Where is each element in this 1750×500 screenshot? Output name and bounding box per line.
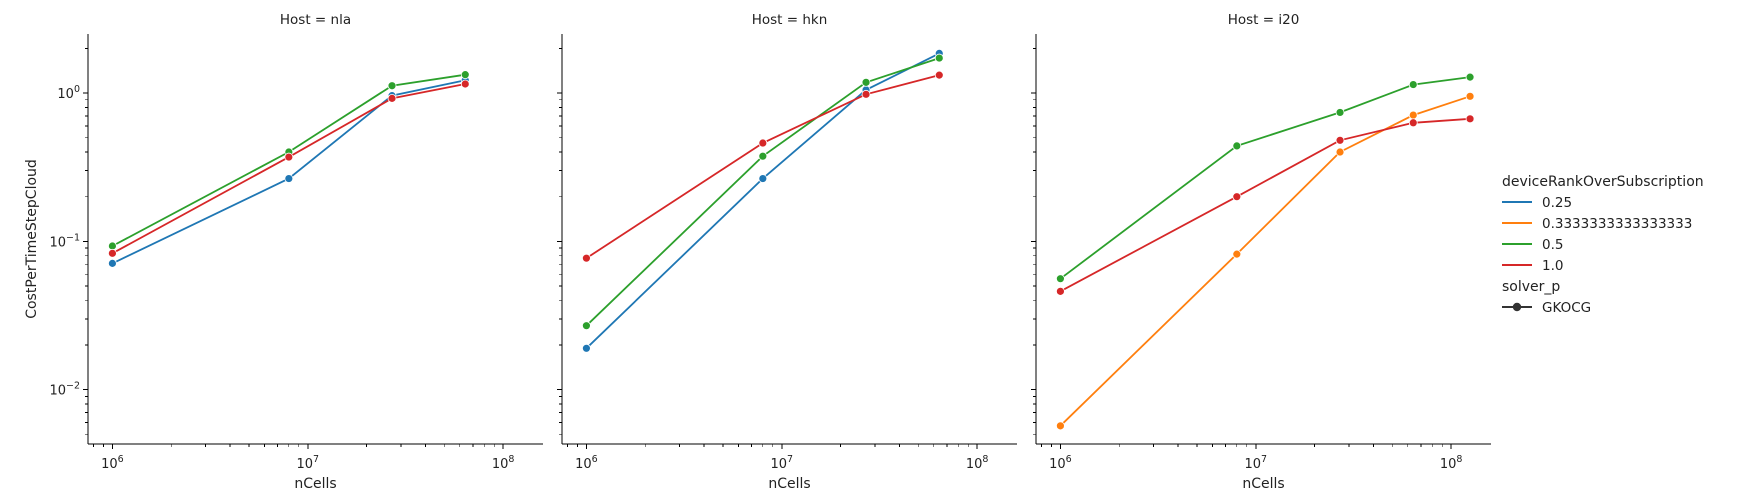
series-0.5 (1056, 72, 1475, 284)
series-1.0 (108, 79, 470, 258)
chart-panels: Host = nla 106 107 108 10−2 10−1 100 CostPerTim… (24, 12, 1491, 492)
data-point (1232, 141, 1242, 151)
data-point (108, 248, 117, 258)
series-line (111, 73, 466, 247)
x-tick-label: 106 (575, 454, 598, 472)
data-point (1232, 249, 1242, 259)
data-point (460, 79, 470, 89)
legend-entry-0.3333333333333333: 0.3333333333333333 (1502, 216, 1692, 232)
x-tick-label: 106 (101, 454, 124, 472)
series-line (112, 79, 466, 265)
data-point (1232, 192, 1242, 202)
x-tick-label: 107 (1244, 454, 1267, 472)
data-point (582, 343, 591, 353)
x-tick-label: 108 (492, 454, 515, 472)
panel-2: Host = i20 106 107 108 nCells (1031, 12, 1491, 492)
x-axis-label: nCells (768, 476, 810, 492)
data-point (582, 321, 591, 331)
data-point (460, 70, 470, 80)
legend-label: 0.25 (1542, 195, 1572, 211)
data-point (934, 70, 944, 80)
x-axis-label: nCells (294, 476, 336, 492)
series-line (111, 83, 466, 255)
panel-title: Host = i20 (1228, 12, 1300, 28)
panel-1: Host = hkn 106 107 108 nCells (557, 12, 1017, 492)
data-point (861, 89, 871, 99)
panel-0: Host = nla 106 107 108 10−2 10−1 100 CostPerTim… (24, 12, 543, 492)
data-point (1335, 135, 1345, 145)
panel-title: Host = hkn (752, 12, 828, 28)
data-point (1335, 108, 1345, 117)
series-0.5 (582, 53, 944, 331)
y-tick-label: 100 (57, 84, 80, 102)
data-point (387, 93, 397, 103)
series-line (585, 57, 940, 327)
y-tick-label: 10−2 (49, 381, 80, 399)
legend-label: 0.3333333333333333 (1542, 216, 1692, 232)
data-point (284, 174, 294, 183)
data-point (582, 253, 591, 263)
legend-style-title: solver_p (1502, 279, 1560, 295)
series-line (1059, 95, 1471, 427)
legend-label: 0.5 (1542, 237, 1563, 253)
data-point (1465, 91, 1475, 101)
legend-hue-title: deviceRankOverSubscription (1502, 174, 1704, 190)
data-point (1335, 147, 1345, 157)
x-tick-label: 108 (966, 454, 989, 472)
data-point (758, 174, 768, 183)
chart-legend: deviceRankOverSubscription 0.25 0.33333333… (1502, 174, 1704, 316)
series-line (585, 52, 940, 349)
data-point (1408, 118, 1418, 128)
data-point (284, 152, 294, 162)
data-point (758, 138, 768, 148)
x-tick-label: 108 (1440, 454, 1463, 472)
data-point (1056, 274, 1065, 284)
data-point (108, 241, 117, 251)
data-point (934, 53, 944, 63)
data-point (1465, 114, 1475, 124)
series-1.0 (1056, 114, 1475, 296)
data-point (1408, 80, 1418, 89)
x-tick-label: 107 (770, 454, 793, 472)
series-line (1059, 117, 1471, 293)
legend-label: GKOCG (1542, 300, 1591, 316)
legend-marker (1512, 302, 1522, 312)
legend-entry-1.0: 1.0 (1502, 258, 1563, 274)
series-0.3333333333333333 (1056, 91, 1475, 431)
data-point (1465, 72, 1475, 82)
y-tick-label: 10−1 (49, 232, 80, 250)
series-1.0 (582, 70, 944, 263)
y-axis-label: CostPerTimeStepCloud (24, 159, 40, 319)
data-point (1056, 421, 1065, 431)
series-0.25 (108, 75, 470, 268)
legend-label: 1.0 (1542, 258, 1563, 274)
data-point (1408, 110, 1418, 120)
panel-title: Host = nla (280, 12, 351, 28)
legend-entry-GKOCG: GKOCG (1502, 300, 1591, 316)
data-point (387, 81, 397, 91)
x-tick-label: 107 (296, 454, 319, 472)
data-point (108, 258, 117, 268)
series-line (585, 74, 940, 259)
data-point (861, 77, 871, 87)
series-line (1059, 76, 1471, 280)
x-tick-label: 106 (1049, 454, 1072, 472)
series-0.25 (582, 48, 944, 353)
data-point (758, 151, 768, 161)
x-axis-label: nCells (1242, 476, 1284, 492)
data-point (1056, 286, 1065, 296)
legend-entry-0.25: 0.25 (1502, 195, 1572, 211)
legend-entry-0.5: 0.5 (1502, 237, 1563, 253)
